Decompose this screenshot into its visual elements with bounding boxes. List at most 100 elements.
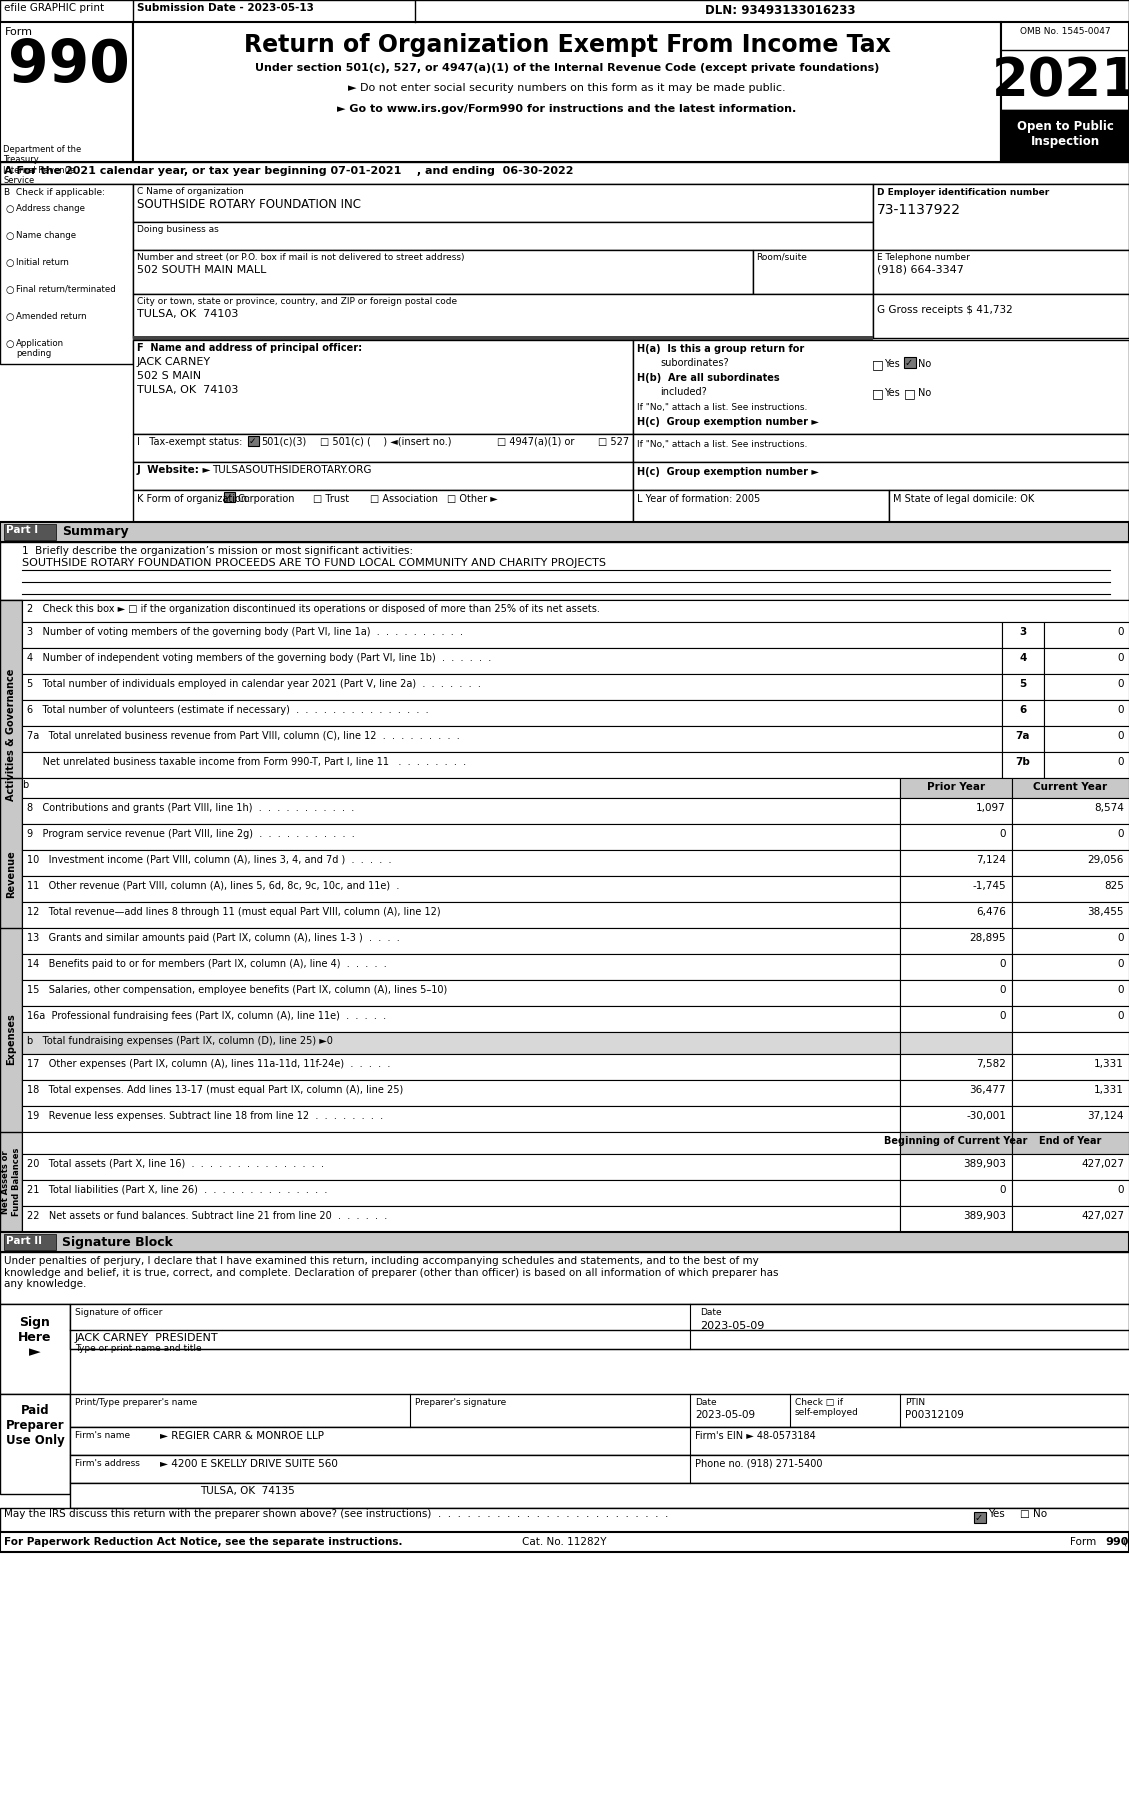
Bar bbox=[0, 0, 1129, 22]
Text: 12   Total revenue—add lines 8 through 11 (must equal Part VIII, column (A), lin: 12 Total revenue—add lines 8 through 11 … bbox=[27, 907, 440, 918]
Text: M State of legal domicile: OK: M State of legal domicile: OK bbox=[893, 493, 1034, 504]
Bar bbox=[1012, 980, 1129, 1007]
Text: efile GRAPHIC print: efile GRAPHIC print bbox=[5, 4, 104, 13]
Text: Initial return: Initial return bbox=[16, 258, 69, 267]
Bar bbox=[21, 622, 1003, 648]
Bar bbox=[753, 250, 873, 294]
Text: Name change: Name change bbox=[16, 230, 76, 239]
Bar bbox=[0, 1304, 70, 1393]
Text: 389,903: 389,903 bbox=[963, 1159, 1006, 1168]
Text: Revenue: Revenue bbox=[6, 851, 16, 898]
Bar bbox=[0, 1507, 1129, 1533]
Text: ○: ○ bbox=[5, 285, 14, 296]
Text: 14   Benefits paid to or for members (Part IX, column (A), line 4)  .  .  .  .  : 14 Benefits paid to or for members (Part… bbox=[27, 960, 387, 969]
Text: 0: 0 bbox=[1118, 731, 1124, 740]
Text: JACK CARNEY  PRESIDENT: JACK CARNEY PRESIDENT bbox=[75, 1333, 219, 1342]
Bar bbox=[5, 524, 56, 541]
Bar bbox=[900, 1179, 1012, 1206]
Bar bbox=[1012, 824, 1129, 851]
Text: -1,745: -1,745 bbox=[972, 882, 1006, 891]
Text: Corporation: Corporation bbox=[237, 493, 295, 504]
Bar bbox=[900, 929, 1012, 954]
Text: C Name of organization: C Name of organization bbox=[137, 187, 244, 196]
Text: 427,027: 427,027 bbox=[1080, 1159, 1124, 1168]
Text: subordinates?: subordinates? bbox=[660, 357, 728, 368]
Text: Under section 501(c), 527, or 4947(a)(1) of the Internal Revenue Code (except pr: Under section 501(c), 527, or 4947(a)(1)… bbox=[255, 63, 879, 73]
Bar bbox=[133, 221, 873, 250]
Text: 0: 0 bbox=[999, 829, 1006, 840]
Text: Firm's name: Firm's name bbox=[75, 1431, 130, 1440]
Text: 7a: 7a bbox=[1016, 731, 1031, 740]
Text: 0: 0 bbox=[999, 960, 1006, 969]
Bar bbox=[0, 929, 21, 1150]
Bar bbox=[70, 1304, 1129, 1350]
Text: SOUTHSIDE ROTARY FOUNDATION INC: SOUTHSIDE ROTARY FOUNDATION INC bbox=[137, 198, 361, 210]
Text: 0: 0 bbox=[999, 1010, 1006, 1021]
Text: 0: 0 bbox=[1118, 678, 1124, 689]
Bar bbox=[1012, 1132, 1129, 1154]
Bar bbox=[900, 902, 1012, 929]
Bar bbox=[0, 161, 1129, 183]
Bar bbox=[1003, 622, 1044, 648]
Text: 2   Check this box ► □ if the organization discontinued its operations or dispos: 2 Check this box ► □ if the organization… bbox=[27, 604, 599, 613]
Text: □ Trust: □ Trust bbox=[313, 493, 349, 504]
Text: TULSA, OK  74103: TULSA, OK 74103 bbox=[137, 385, 238, 395]
Bar bbox=[0, 522, 1129, 542]
Bar bbox=[21, 929, 900, 954]
Text: Net Assets or
Fund Balances: Net Assets or Fund Balances bbox=[1, 1148, 20, 1215]
Bar bbox=[21, 778, 900, 798]
Bar bbox=[873, 183, 1129, 250]
Text: included?: included? bbox=[660, 386, 707, 397]
Text: May the IRS discuss this return with the preparer shown above? (see instructions: May the IRS discuss this return with the… bbox=[5, 1509, 668, 1518]
Text: I   Tax-exempt status:: I Tax-exempt status: bbox=[137, 437, 243, 446]
Bar bbox=[900, 1007, 1012, 1032]
Bar bbox=[900, 1054, 1012, 1079]
Text: ►: ► bbox=[29, 1344, 41, 1359]
Text: ✓: ✓ bbox=[225, 493, 233, 502]
Bar bbox=[133, 294, 873, 337]
Text: 10   Investment income (Part VIII, column (A), lines 3, 4, and 7d )  .  .  .  . : 10 Investment income (Part VIII, column … bbox=[27, 854, 392, 865]
Text: Date: Date bbox=[700, 1308, 721, 1317]
Text: 29,056: 29,056 bbox=[1087, 854, 1124, 865]
Text: City or town, state or province, country, and ZIP or foreign postal code: City or town, state or province, country… bbox=[137, 297, 457, 307]
Bar bbox=[1012, 1007, 1129, 1032]
Bar bbox=[1012, 1206, 1129, 1232]
Bar bbox=[133, 490, 633, 522]
Bar bbox=[900, 1154, 1012, 1179]
Bar bbox=[1012, 876, 1129, 902]
Text: 37,124: 37,124 bbox=[1087, 1110, 1124, 1121]
Text: 0: 0 bbox=[1118, 1185, 1124, 1195]
Text: 13   Grants and similar amounts paid (Part IX, column (A), lines 1-3 )  .  .  . : 13 Grants and similar amounts paid (Part… bbox=[27, 932, 400, 943]
Text: OMB No. 1545-0047: OMB No. 1545-0047 bbox=[1019, 27, 1110, 36]
Text: 5: 5 bbox=[1019, 678, 1026, 689]
Text: Signature Block: Signature Block bbox=[62, 1235, 173, 1250]
Text: 501(c)(3): 501(c)(3) bbox=[261, 437, 306, 446]
Text: 28,895: 28,895 bbox=[970, 932, 1006, 943]
Bar bbox=[21, 600, 1129, 622]
Text: Current Year: Current Year bbox=[1033, 782, 1108, 793]
Bar bbox=[633, 463, 1129, 490]
Bar bbox=[1044, 726, 1129, 753]
Bar bbox=[21, 902, 900, 929]
Text: 73-1137922: 73-1137922 bbox=[877, 203, 961, 218]
Text: 990: 990 bbox=[1105, 1536, 1128, 1547]
Text: TULSA, OK  74135: TULSA, OK 74135 bbox=[200, 1486, 295, 1497]
Bar bbox=[900, 851, 1012, 876]
Bar bbox=[133, 463, 633, 490]
Text: 6,476: 6,476 bbox=[977, 907, 1006, 918]
Text: JACK CARNEY: JACK CARNEY bbox=[137, 357, 211, 366]
Text: PTIN: PTIN bbox=[905, 1399, 925, 1408]
Text: SOUTHSIDE ROTARY FOUNDATION PROCEEDS ARE TO FUND LOCAL COMMUNITY AND CHARITY PRO: SOUTHSIDE ROTARY FOUNDATION PROCEEDS ARE… bbox=[21, 559, 606, 568]
Text: H(b)  Are all subordinates: H(b) Are all subordinates bbox=[637, 374, 780, 383]
Text: 3   Number of voting members of the governing body (Part VI, line 1a)  .  .  .  : 3 Number of voting members of the govern… bbox=[27, 628, 463, 637]
Bar bbox=[1001, 111, 1129, 161]
Text: □ Association: □ Association bbox=[370, 493, 438, 504]
Text: Part II: Part II bbox=[6, 1235, 42, 1246]
Text: Beginning of Current Year: Beginning of Current Year bbox=[884, 1136, 1027, 1146]
Bar bbox=[133, 22, 1001, 161]
Text: Final return/terminated: Final return/terminated bbox=[16, 285, 116, 294]
Bar bbox=[873, 250, 1129, 294]
Bar bbox=[1012, 954, 1129, 980]
Text: 1  Briefly describe the organization’s mission or most significant activities:: 1 Briefly describe the organization’s mi… bbox=[21, 546, 413, 557]
Text: For Paperwork Reduction Act Notice, see the separate instructions.: For Paperwork Reduction Act Notice, see … bbox=[5, 1536, 403, 1547]
